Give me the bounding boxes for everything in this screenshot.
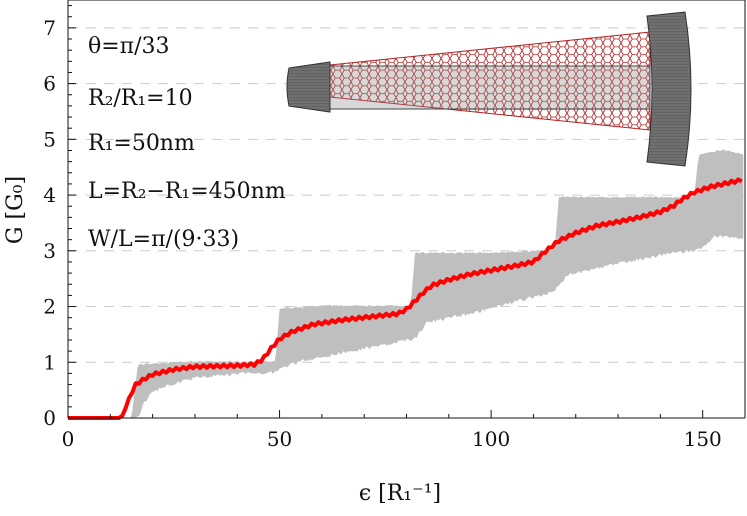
annotation-width-ratio: W/L=π/(9·33): [88, 227, 239, 252]
x-tick-label: 100: [472, 427, 510, 451]
inner-rectangle: [329, 65, 651, 110]
x-axis-ticks: 0 50 100 150: [62, 410, 746, 451]
x-tick-label: 150: [684, 427, 722, 451]
y-tick-label: 2: [43, 295, 56, 319]
inset-geometry: [286, 11, 692, 167]
y-tick-label: 3: [43, 239, 56, 263]
outer-lead: [646, 11, 692, 167]
y-tick-label: 7: [43, 16, 56, 40]
x-tick-label: 50: [267, 427, 292, 451]
average-conductance-line: [68, 177, 743, 420]
annotation-theta: θ=π/33: [88, 34, 170, 59]
graphene-lattice: [330, 32, 650, 130]
y-tick-label: 6: [43, 72, 56, 96]
y-tick-label: 0: [43, 406, 56, 430]
x-axis-label: ϵ [R₁⁻¹]: [359, 481, 441, 506]
fluctuation-band: [68, 149, 744, 418]
annotation-radius-ratio: R₂/R₁=10: [88, 86, 193, 111]
y-tick-label: 1: [43, 350, 56, 374]
inner-lead: [286, 61, 331, 113]
y-axis-ticks: 0 1 2 3 4 5 6 7: [43, 5, 76, 430]
x-tick-label: 0: [62, 427, 75, 451]
y-tick-label: 5: [43, 127, 56, 151]
y-axis-label: G [G₀]: [3, 176, 28, 244]
annotation-length: L=R₂−R₁=450nm: [88, 179, 286, 204]
y-tick-label: 4: [43, 183, 56, 207]
annotation-r1: R₁=50nm: [88, 131, 195, 156]
